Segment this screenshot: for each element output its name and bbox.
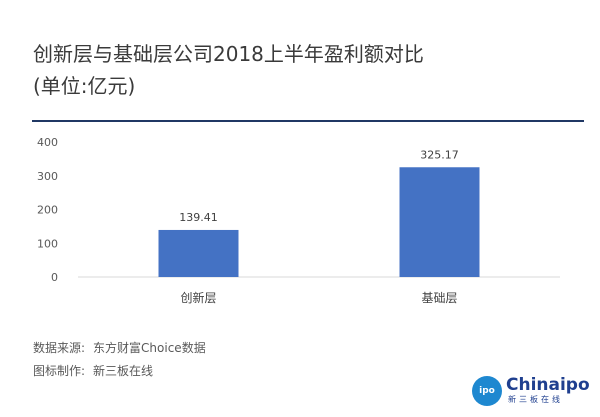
chart-maker-value: 新三板在线 — [93, 364, 154, 378]
x-tick-label-0: 创新层 — [180, 290, 216, 305]
chinaipo-badge-icon: ipo — [472, 376, 502, 406]
data-source-value: 东方财富Choice数据 — [93, 341, 206, 355]
chart-title: 创新层与基础层公司2018上半年盈利额对比 (单位:亿元) — [33, 38, 583, 102]
data-label-0: 139.41 — [179, 211, 218, 224]
logo-name: Chinaipo — [506, 375, 590, 395]
data-source-label: 数据来源: — [33, 341, 86, 355]
title-divider — [32, 120, 584, 122]
chart-maker-label: 图标制作: — [33, 364, 86, 378]
y-tick-label-4: 400 — [37, 136, 58, 149]
y-tick-label-0: 0 — [51, 271, 58, 284]
y-tick-label-3: 300 — [37, 170, 58, 183]
bar-0 — [158, 229, 239, 277]
data-source-note: 数据来源: 东方财富Choice数据 — [33, 339, 206, 356]
title-line-1: 创新层与基础层公司2018上半年盈利额对比 — [33, 42, 424, 66]
chart-maker-note: 图标制作: 新三板在线 — [33, 362, 153, 379]
bar-1 — [399, 167, 480, 277]
title-line-2: (单位:亿元) — [33, 74, 136, 98]
chinaipo-logo: ipo Chinaipo 新三板在线 — [472, 375, 590, 407]
data-label-1: 325.17 — [420, 148, 459, 161]
y-tick-label-1: 100 — [37, 237, 58, 250]
y-tick-label-2: 200 — [37, 204, 58, 217]
x-tick-label-1: 基础层 — [421, 291, 457, 305]
logo-subtitle: 新三板在线 — [508, 395, 563, 404]
